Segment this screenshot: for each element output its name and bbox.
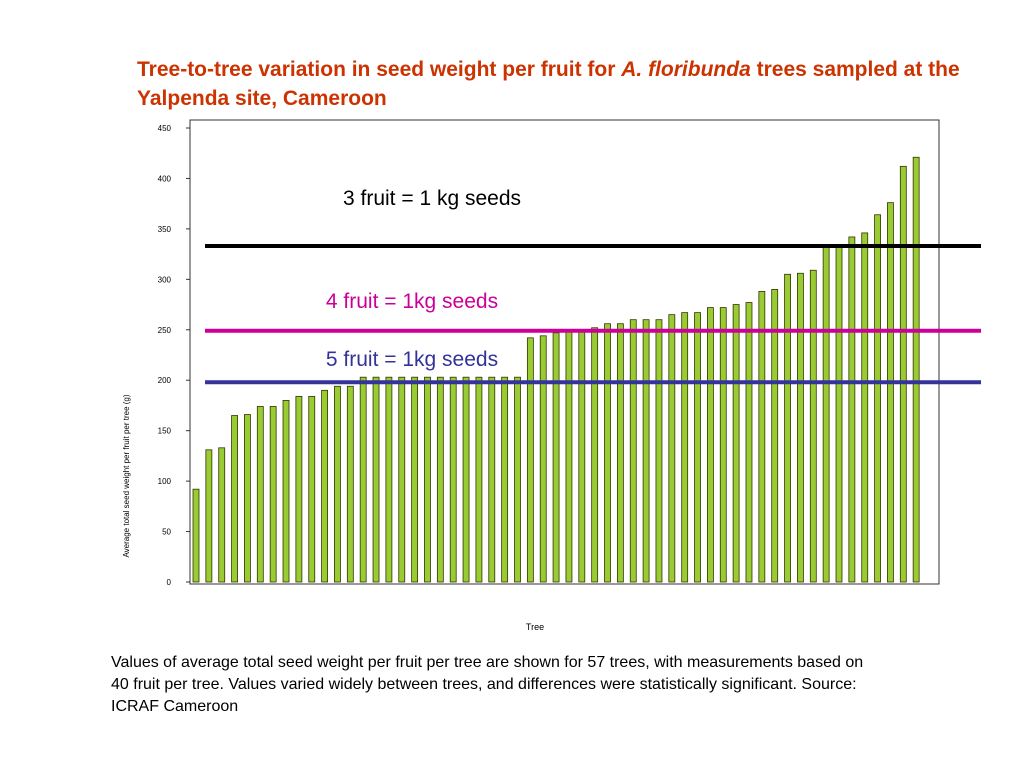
bar-tree-49: [809, 269, 817, 583]
reference-line-label: 4 fruit = 1kg seeds: [326, 290, 498, 313]
bar-tree-43: [732, 304, 740, 583]
bar-tree-31: [578, 330, 586, 583]
bar-tree-30: [565, 331, 573, 583]
bar-tree-7: [269, 406, 277, 583]
bar-tree-10: [308, 395, 316, 583]
bar-tree-26: [514, 376, 521, 583]
bar-tree-4: [231, 415, 238, 583]
bar-tree-50: [822, 246, 830, 583]
title-species: A. floribunda: [621, 58, 751, 81]
y-tick-label: 300: [158, 275, 172, 284]
bar-chart: 0 50 100 150 200 250 300 350 400 450 3 fruit = 1 …: [122, 119, 981, 632]
bar-tree-47: [784, 273, 791, 583]
bar-tree-5: [244, 414, 251, 583]
bar-tree-45: [758, 291, 766, 583]
y-tick-label: 50: [162, 528, 171, 537]
bar-tree-28: [539, 335, 547, 583]
caption: Values of average total seed weight per …: [111, 654, 864, 715]
bar-tree-6: [256, 406, 264, 583]
y-tick-label: 0: [167, 578, 172, 587]
bar-tree-25: [501, 376, 509, 583]
bar-tree-12: [334, 385, 341, 583]
bar-tree-33: [604, 323, 611, 583]
bar-tree-18: [411, 376, 419, 583]
bar-tree-32: [591, 327, 599, 583]
y-tick-label: 200: [158, 376, 172, 385]
bar-tree-21: [449, 376, 457, 583]
bar-tree-57: [912, 156, 920, 583]
y-tick-label: 100: [158, 477, 172, 486]
bar-tree-44: [745, 302, 753, 583]
bar-tree-51: [835, 245, 843, 583]
bar-tree-29: [552, 332, 560, 583]
bar-tree-17: [398, 376, 406, 583]
reference-line-label: 3 fruit = 1 kg seeds: [343, 187, 521, 210]
reference-lines-group: 3 fruit = 1 kg seeds 4 fruit = 1kg seeds 5…: [205, 187, 981, 385]
bar-tree-15: [372, 376, 380, 583]
bar-tree-9: [295, 395, 303, 583]
bar-tree-20: [436, 376, 444, 583]
bar-tree-52: [848, 236, 856, 583]
reference-label-background: [300, 342, 524, 373]
bar-tree-37: [655, 319, 663, 583]
bar-tree-19: [424, 376, 431, 583]
bar-tree-42: [719, 307, 727, 583]
bar-tree-1: [192, 488, 200, 583]
bar-tree-48: [797, 272, 804, 583]
bar-tree-53: [861, 232, 869, 583]
bar-tree-27: [526, 337, 534, 583]
bar-tree-3: [218, 447, 226, 583]
x-axis-label: Tree: [526, 622, 544, 632]
chart-title: Tree-to-tree variation in seed weight pe…: [137, 55, 997, 113]
y-tick-label: 450: [158, 124, 172, 133]
bar-tree-41: [707, 307, 714, 583]
bar-tree-2: [205, 449, 213, 583]
title-text-before: Tree-to-tree variation in seed weight pe…: [137, 58, 622, 81]
reference-line-label: 5 fruit = 1kg seeds: [326, 348, 498, 371]
bar-tree-54: [874, 214, 881, 583]
title-text-after: trees sampled at the Yalpenda site, Came…: [137, 58, 960, 110]
bar-tree-36: [642, 319, 650, 583]
y-tick-label: 250: [158, 326, 172, 335]
bar-tree-39: [681, 312, 689, 583]
bar-tree-38: [668, 314, 676, 583]
y-tick-label: 400: [158, 174, 172, 183]
bar-tree-14: [359, 376, 367, 583]
bar-tree-56: [899, 165, 907, 583]
bar-tree-16: [385, 376, 393, 583]
bar-tree-8: [282, 399, 290, 583]
bar-tree-35: [629, 319, 637, 583]
bar-tree-34: [616, 323, 624, 583]
bar-tree-40: [694, 312, 701, 583]
bar-tree-46: [771, 289, 779, 583]
bar-tree-55: [887, 202, 894, 583]
y-tick-label: 350: [158, 225, 172, 234]
y-axis: 0 50 100 150 200 250 300 350 400 450: [158, 124, 190, 587]
bar-tree-11: [321, 389, 329, 583]
bar-tree-24: [488, 376, 496, 583]
y-tick-label: 150: [158, 427, 172, 436]
bar-tree-22: [462, 376, 470, 583]
y-axis-label: Average total seed weight per fruit per …: [122, 394, 131, 557]
bar-tree-13: [346, 385, 354, 583]
bar-tree-23: [475, 376, 483, 583]
bars-group: [192, 156, 920, 583]
